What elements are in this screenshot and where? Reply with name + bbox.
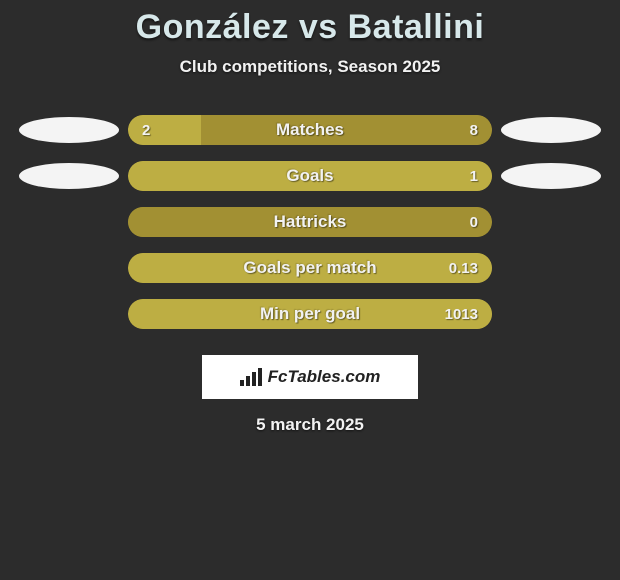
bar-right-fill xyxy=(201,115,492,145)
bar-right-fill xyxy=(128,207,492,237)
brand-text: FcTables.com xyxy=(268,367,381,387)
comparison-bar: 1Goals xyxy=(128,161,492,191)
comparison-infographic: González vs Batallini Club competitions,… xyxy=(0,0,620,580)
page-subtitle: Club competitions, Season 2025 xyxy=(0,57,620,77)
left-slot xyxy=(10,107,128,153)
right-slot xyxy=(492,291,610,337)
right-slot xyxy=(492,199,610,245)
chart-row: 0Hattricks xyxy=(10,199,610,245)
player-right-ellipse xyxy=(501,117,601,143)
chart-row: 1013Min per goal xyxy=(10,291,610,337)
right-slot xyxy=(492,153,610,199)
brand-badge: FcTables.com xyxy=(202,355,418,399)
left-slot xyxy=(10,245,128,291)
player-right-ellipse xyxy=(501,163,601,189)
date-line: 5 march 2025 xyxy=(0,415,620,435)
comparison-bar: 0.13Goals per match xyxy=(128,253,492,283)
comparison-bar: 0Hattricks xyxy=(128,207,492,237)
right-slot xyxy=(492,245,610,291)
player-left-ellipse xyxy=(19,117,119,143)
comparison-bar: 28Matches xyxy=(128,115,492,145)
right-slot xyxy=(492,107,610,153)
chart-row: 28Matches xyxy=(10,107,610,153)
bar-left-fill xyxy=(128,253,492,283)
bar-left-fill xyxy=(128,161,492,191)
left-slot xyxy=(10,291,128,337)
bar-left-fill xyxy=(128,299,492,329)
chart-row: 0.13Goals per match xyxy=(10,245,610,291)
page-title: González vs Batallini xyxy=(0,8,620,47)
bars-icon xyxy=(240,368,262,386)
left-slot xyxy=(10,153,128,199)
comparison-chart: 28Matches 1Goals 0Hattricks 0.13Goals per m… xyxy=(0,107,620,337)
chart-row: 1Goals xyxy=(10,153,610,199)
left-slot xyxy=(10,199,128,245)
bar-left-fill xyxy=(128,115,201,145)
comparison-bar: 1013Min per goal xyxy=(128,299,492,329)
player-left-ellipse xyxy=(19,163,119,189)
